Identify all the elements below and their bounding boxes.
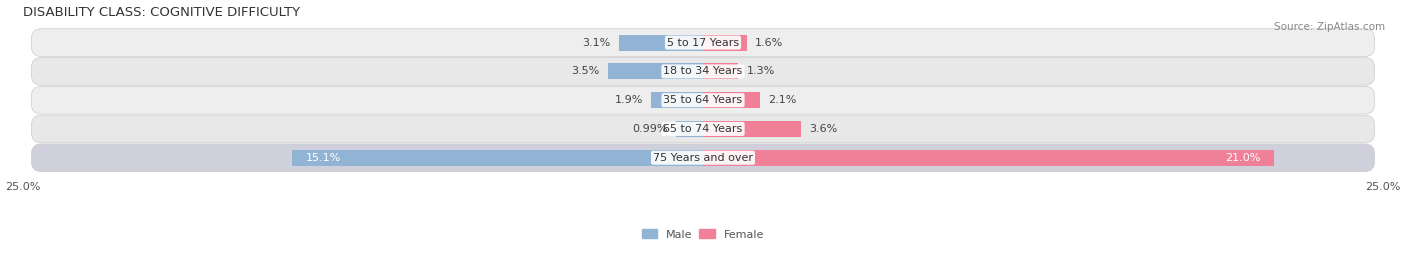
- Text: 1.6%: 1.6%: [755, 38, 783, 48]
- Text: 0.99%: 0.99%: [633, 124, 668, 134]
- Bar: [292, 150, 703, 166]
- Bar: [703, 121, 801, 137]
- Text: DISABILITY CLASS: COGNITIVE DIFFICULTY: DISABILITY CLASS: COGNITIVE DIFFICULTY: [24, 6, 301, 19]
- FancyBboxPatch shape: [31, 86, 1375, 114]
- Bar: [703, 92, 761, 108]
- Text: 15.1%: 15.1%: [307, 153, 342, 163]
- Text: 75 Years and over: 75 Years and over: [652, 153, 754, 163]
- Legend: Male, Female: Male, Female: [641, 229, 765, 239]
- Text: 1.9%: 1.9%: [614, 95, 643, 105]
- Bar: [619, 35, 703, 50]
- Bar: [703, 150, 1274, 166]
- Text: 3.5%: 3.5%: [571, 66, 600, 76]
- Bar: [703, 63, 738, 79]
- Text: 3.6%: 3.6%: [808, 124, 838, 134]
- FancyBboxPatch shape: [31, 29, 1375, 56]
- FancyBboxPatch shape: [31, 115, 1375, 143]
- Bar: [676, 121, 703, 137]
- Bar: [651, 92, 703, 108]
- Text: 21.0%: 21.0%: [1225, 153, 1260, 163]
- Text: 35 to 64 Years: 35 to 64 Years: [664, 95, 742, 105]
- Text: 65 to 74 Years: 65 to 74 Years: [664, 124, 742, 134]
- Text: 18 to 34 Years: 18 to 34 Years: [664, 66, 742, 76]
- Bar: [607, 63, 703, 79]
- Text: 3.1%: 3.1%: [582, 38, 610, 48]
- FancyBboxPatch shape: [31, 58, 1375, 85]
- Text: 5 to 17 Years: 5 to 17 Years: [666, 38, 740, 48]
- Bar: [703, 35, 747, 50]
- Text: 2.1%: 2.1%: [768, 95, 797, 105]
- FancyBboxPatch shape: [31, 144, 1375, 171]
- Text: 1.3%: 1.3%: [747, 66, 775, 76]
- Text: Source: ZipAtlas.com: Source: ZipAtlas.com: [1274, 22, 1385, 32]
